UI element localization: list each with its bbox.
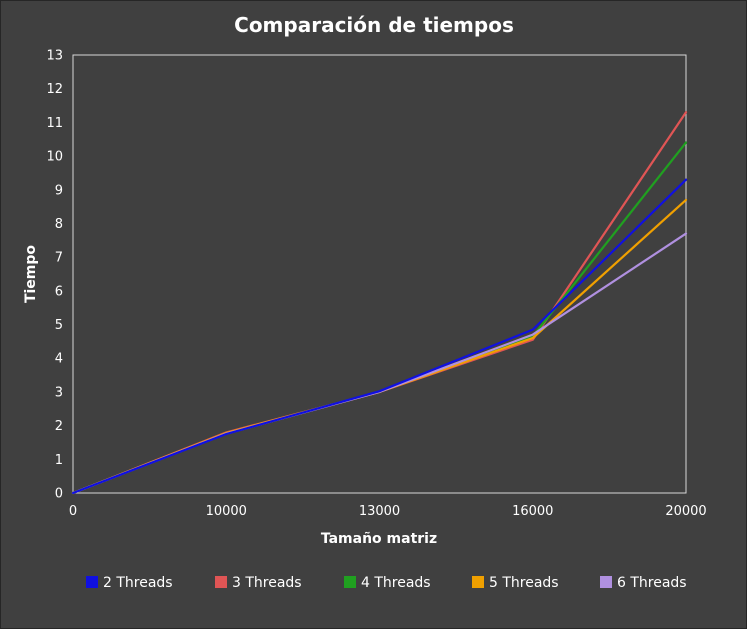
legend-swatch: [600, 576, 612, 588]
legend-swatch: [344, 576, 356, 588]
legend-label: 3 Threads: [232, 575, 302, 591]
legend-item-4-threads: 4 Threads: [344, 575, 431, 591]
x-tick-label: 13000: [359, 504, 400, 519]
legend-label: 5 Threads: [489, 575, 559, 591]
series-line-5-threads: [71, 198, 688, 495]
legend-swatch: [86, 576, 98, 588]
y-tick-label: 5: [55, 318, 63, 333]
y-tick-label: 9: [55, 183, 63, 198]
legend-item-5-threads: 5 Threads: [472, 575, 559, 591]
legend-label: 6 Threads: [617, 575, 687, 591]
y-tick-label: 8: [55, 217, 63, 232]
x-tick-label: 20000: [665, 504, 706, 519]
legend-swatch: [472, 576, 484, 588]
legend-swatch: [215, 576, 227, 588]
y-tick-label: 7: [55, 251, 63, 266]
legend-item-6-threads: 6 Threads: [600, 575, 687, 591]
y-axis-title: Tiempo: [23, 245, 39, 303]
series-line-6-threads: [71, 232, 688, 495]
legend-item-2-threads: 2 Threads: [86, 575, 173, 591]
x-tick-label: 16000: [512, 504, 553, 519]
legend-label: 2 Threads: [103, 575, 173, 591]
y-tick-label: 1: [55, 453, 63, 468]
y-tick-label: 0: [55, 487, 63, 502]
x-tick-label: 0: [69, 504, 77, 519]
legend: 2 Threads 3 Threads 4 Threads 5 Threads 6 Th…: [86, 575, 687, 591]
y-tick-label: 4: [55, 352, 63, 367]
y-tick-label: 11: [46, 116, 63, 131]
series-line-3-threads: [71, 111, 688, 495]
y-tick-label: 6: [55, 284, 63, 299]
series-line-4-threads: [71, 141, 688, 495]
series-lines: [71, 111, 688, 495]
y-tick-label: 2: [55, 419, 63, 434]
legend-item-3-threads: 3 Threads: [215, 575, 302, 591]
chart-title: Comparación de tiempos: [234, 13, 514, 37]
x-tick-label: 10000: [206, 504, 247, 519]
series-line-2-threads: [71, 178, 688, 495]
y-tick-label: 3: [55, 385, 63, 400]
plot-area: [72, 54, 687, 494]
y-tick-label: 13: [46, 49, 63, 64]
x-axis: 0 10000 13000 16000 20000: [69, 504, 707, 519]
y-tick-label: 12: [46, 82, 63, 97]
y-tick-label: 10: [46, 150, 63, 165]
x-axis-title: Tamaño matriz: [321, 531, 437, 547]
legend-label: 4 Threads: [361, 575, 431, 591]
